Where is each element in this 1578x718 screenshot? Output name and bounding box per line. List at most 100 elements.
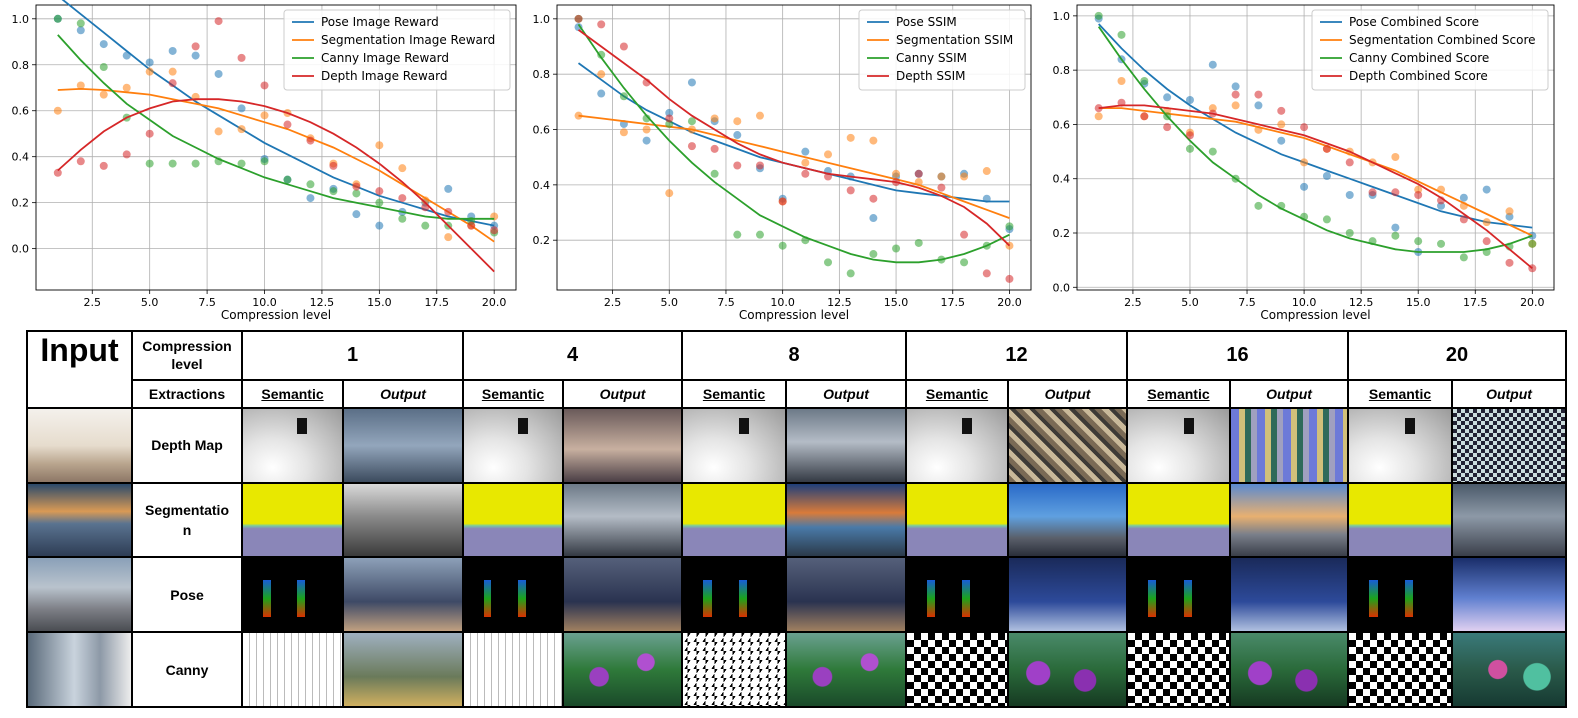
y-tick-label: 1.0 (12, 13, 30, 26)
data-point (1368, 237, 1377, 246)
segmentation-map-image (684, 484, 784, 556)
data-point (306, 194, 315, 203)
y-tick-label: 1.0 (533, 13, 551, 26)
data-point (122, 83, 131, 92)
fit-line (1097, 26, 1533, 253)
y-tick-label: 0.2 (533, 234, 551, 247)
y-tick-label: 0.2 (1053, 227, 1071, 240)
y-tick-label: 0.4 (1053, 173, 1071, 186)
data-point (1254, 90, 1263, 99)
data-point (960, 230, 969, 239)
data-point (1117, 98, 1126, 107)
level-header: 20 (1347, 330, 1567, 381)
data-point (145, 58, 154, 67)
data-point (824, 258, 833, 267)
output-image (788, 484, 904, 556)
data-point (1208, 60, 1217, 69)
data-point (1437, 239, 1446, 248)
legend-label: Segmentation Combined Score (1349, 33, 1536, 47)
plot-frame (556, 4, 1032, 291)
depth-map-image (244, 409, 341, 481)
data-point (1528, 264, 1537, 273)
data-point (665, 108, 674, 117)
output-header: Output (785, 378, 907, 409)
data-point (1300, 158, 1309, 167)
ssim-chart: 2.5 5.0 7.5 10.0 12.5 15.0 17.5 20.0 0.2 0.4 0.6 0.… (533, 4, 1032, 322)
output-header: Output (1007, 378, 1128, 409)
data-point (1322, 215, 1331, 224)
data-point (1482, 237, 1491, 246)
output-image (345, 409, 461, 481)
data-point (687, 125, 696, 134)
segmentation-map-image (465, 484, 561, 556)
fit-line (57, 98, 495, 273)
data-point (1005, 274, 1014, 283)
segmentation-map-image (908, 484, 1006, 556)
data-point (168, 46, 177, 55)
data-point (1345, 158, 1354, 167)
data-point (869, 250, 878, 259)
data-point (375, 187, 384, 196)
data-point (191, 42, 200, 51)
data-point (260, 81, 269, 90)
x-tick-label: 7.5 (198, 296, 216, 309)
x-tick-label: 17.5 (1463, 296, 1488, 309)
data-point (755, 161, 764, 170)
data-point (168, 67, 177, 76)
data-point (892, 169, 901, 178)
x-tick-label: 7.5 (1238, 296, 1256, 309)
data-point (1391, 223, 1400, 232)
data-point (283, 120, 292, 129)
combined-score-chart: 2.5 5.0 7.5 10.0 12.5 15.0 17.5 20.0 0.0 0.2 0.4 0.… (1053, 4, 1555, 322)
pose-map-image (908, 559, 1006, 631)
data-point (710, 114, 719, 123)
row-label-pose: Pose (131, 556, 243, 634)
data-point (99, 63, 108, 72)
fit-line (57, 34, 495, 220)
semantic-header: Semantic (681, 378, 787, 409)
data-point (960, 258, 969, 267)
data-point (824, 150, 833, 159)
output-image (788, 634, 904, 706)
output-image (565, 634, 680, 706)
data-point (99, 90, 108, 99)
data-point (801, 158, 810, 167)
data-point (1459, 193, 1468, 202)
x-axis-label: Compression level (739, 308, 849, 322)
image-reward-chart: 2.5 5.0 7.5 10.0 12.5 15.0 17.5 20.0 0.0 0.2 0.4 0.… (12, 0, 517, 322)
data-point (597, 50, 606, 59)
data-point (574, 111, 583, 120)
data-point (1185, 144, 1194, 153)
data-point (1459, 215, 1468, 224)
data-point (619, 128, 628, 137)
semantic-header: Semantic (1126, 378, 1231, 409)
data-point (574, 14, 583, 23)
y-tick-label: 0.8 (12, 59, 30, 72)
data-point (398, 214, 407, 223)
data-point (1277, 136, 1286, 145)
x-tick-label: 2.5 (604, 296, 622, 309)
data-point (214, 127, 223, 136)
data-point (122, 150, 131, 159)
data-point (937, 183, 946, 192)
data-point (352, 210, 361, 219)
data-point (1140, 77, 1149, 85)
data-point (824, 172, 833, 181)
data-point (1254, 201, 1263, 210)
legend-box (858, 9, 1026, 91)
data-point (260, 157, 269, 166)
data-point (375, 198, 384, 207)
data-point (710, 144, 719, 153)
x-tick-label: 20.0 (482, 296, 507, 309)
data-point (122, 51, 131, 60)
data-point (1482, 218, 1491, 227)
output-image (345, 484, 461, 556)
legend-label: Segmentation Image Reward (321, 33, 495, 47)
y-tick-label: 1.0 (1053, 10, 1071, 23)
output-image (1010, 559, 1125, 631)
legend-label: Depth Image Reward (321, 69, 447, 83)
data-point (260, 111, 269, 120)
data-point (375, 141, 384, 150)
data-point (982, 194, 991, 203)
data-point (960, 172, 969, 181)
